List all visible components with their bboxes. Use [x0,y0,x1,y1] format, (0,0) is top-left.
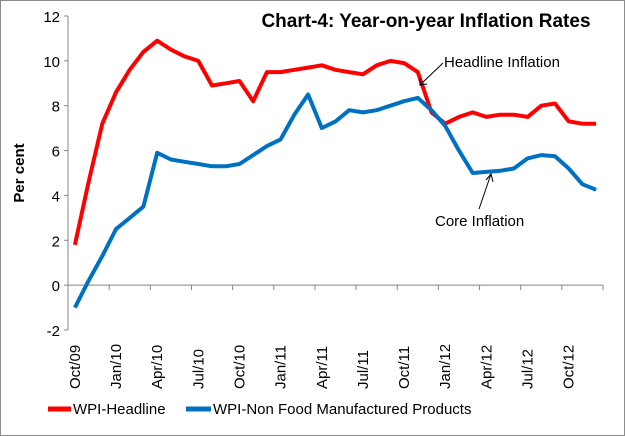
chart-title: Chart-4: Year-on-year Inflation Rates [261,11,590,32]
x-tick-label: Jan/12 [437,344,454,389]
series-line-core [73,92,597,309]
arrowhead-icon [419,78,428,86]
x-tick-label: Jul/10 [190,349,207,389]
x-tick-label: Jul/12 [520,349,537,389]
x-tick-label: Jan/10 [108,344,125,389]
annotation-core-arrow [478,173,492,210]
x-tick-label: Apr/10 [149,345,166,389]
x-tick-label: Jul/11 [355,350,372,389]
x-tick-label: Oct/09 [67,345,84,389]
annotation-headline-arrow [419,62,444,86]
y-tick-label: 6 [52,144,60,161]
y-tick-label: 12 [43,9,60,26]
y-tick-label: -2 [47,323,60,340]
x-tick-label: Oct/12 [561,345,578,389]
x-tick-label: Oct/10 [231,345,248,389]
y-tick-label: 8 [52,99,60,116]
x-tick-label: Jan/11 [273,345,290,389]
legend-label-core: WPI-Non Food Manufactured Products [213,401,471,418]
y-axis-label: Per cent [11,143,28,202]
annotation-headline: Headline Inflation [444,54,560,71]
y-tick-label: 2 [52,233,60,250]
x-tick-label: Oct/11 [396,346,413,389]
y-tick-label: 10 [43,54,60,71]
x-tick-label: Apr/11 [314,346,331,389]
legend-label-headline: WPI-Headline [73,401,166,418]
arrowhead-icon [485,172,494,183]
x-tick-label: Apr/12 [478,345,495,389]
legend: WPI-Headline WPI-Non Food Manufactured P… [48,401,471,418]
y-tick-label: 0 [52,278,60,295]
y-tick-label: 4 [52,188,60,205]
annotation-core: Core Inflation [435,213,524,230]
